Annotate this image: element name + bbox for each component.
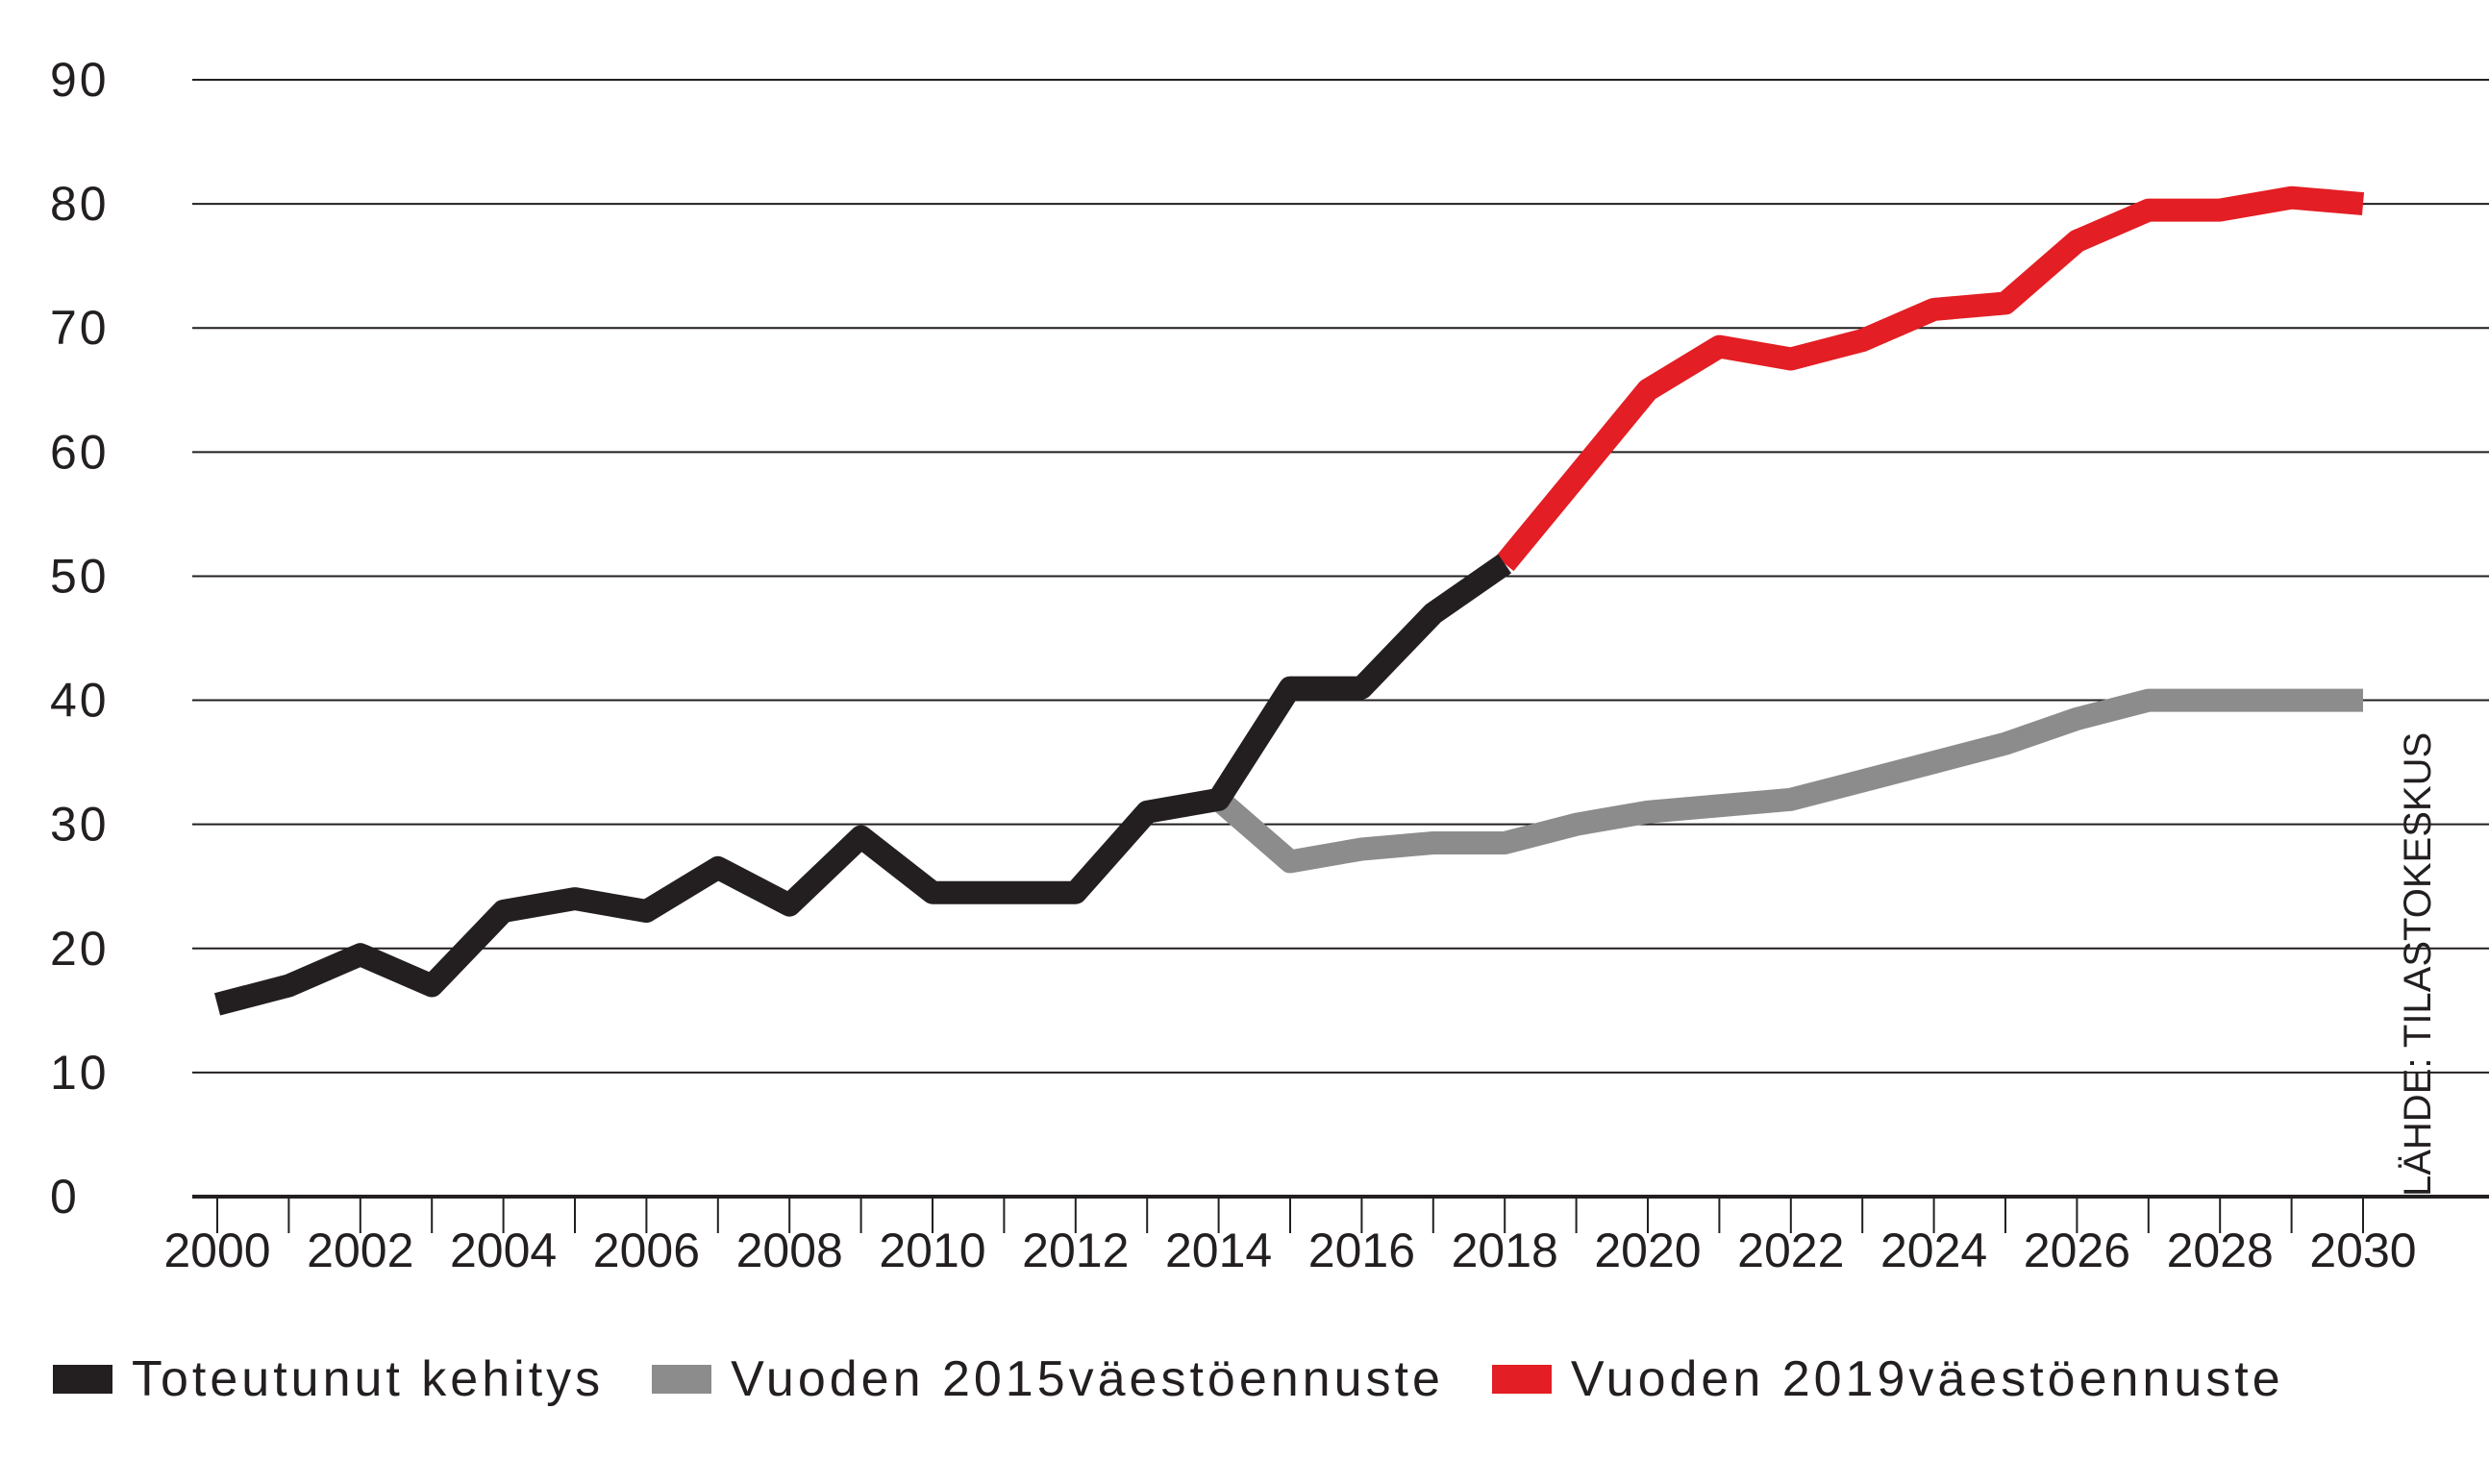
x-axis: 2000 2002 2004 2006 2008 2010 2012 2014 2016 2018… (163, 1195, 2489, 1277)
x-tick-label: 2004 (450, 1224, 557, 1277)
x-tick-label: 2022 (1737, 1224, 1844, 1277)
x-tick-label: 2030 (2309, 1224, 2416, 1277)
x-tick-label: 2018 (1452, 1224, 1558, 1277)
x-tick-label: 2024 (1880, 1224, 1987, 1277)
series-line-0 (213, 554, 1512, 1016)
legend-label-forecast-2019: Vuoden 2019väestöennuste (1570, 1351, 2284, 1407)
y-tick-label: 60 (50, 425, 110, 479)
legend-item-forecast-2019: Vuoden 2019väestöennuste (1491, 1350, 2284, 1408)
legend-item-actual: Toteutunut kehitys (53, 1350, 604, 1408)
y-tick-label: 70 (50, 301, 110, 355)
legend-swatch-forecast-2019 (1491, 1365, 1552, 1394)
x-tick-label: 2016 (1308, 1224, 1415, 1277)
series-lines (213, 186, 2365, 1016)
legend-swatch-actual (53, 1365, 112, 1394)
y-tick-label: 10 (50, 1046, 110, 1100)
legend-item-forecast-2015: Vuoden 2015väestöennuste (652, 1350, 1444, 1408)
source-note: LÄHDE: TILASTOKESKUS (2397, 732, 2439, 1197)
y-tick-label: 0 (50, 1170, 80, 1224)
x-tick-label: 2012 (1022, 1224, 1129, 1277)
x-tick-label: 2010 (879, 1224, 985, 1277)
legend-label-forecast-2015: Vuoden 2015väestöennuste (731, 1351, 1444, 1407)
y-tick-label: 90 (50, 53, 110, 107)
x-tick-label: 2006 (593, 1224, 700, 1277)
series-line-2 (1495, 186, 2365, 572)
x-tick-label: 2014 (1165, 1224, 1272, 1277)
series-line-1 (1210, 688, 2363, 874)
legend: Toteutunut kehitys Vuoden 2015väestöennu… (53, 1350, 2332, 1408)
x-tick-label: 2026 (2024, 1224, 2130, 1277)
y-tick-label: 20 (50, 922, 110, 976)
legend-label-actual: Toteutunut kehitys (132, 1351, 605, 1407)
y-tick-label: 30 (50, 798, 110, 852)
y-tick-label: 50 (50, 549, 110, 603)
x-tick-label: 2028 (2167, 1224, 2274, 1277)
gridlines (192, 79, 2489, 1074)
x-tick-label: 2002 (307, 1224, 413, 1277)
legend-swatch-forecast-2015 (652, 1365, 712, 1394)
y-tick-label: 40 (50, 674, 110, 728)
x-tick-label: 2020 (1594, 1224, 1701, 1277)
x-tick-label: 2008 (736, 1224, 843, 1277)
x-tick-label: 2000 (163, 1224, 270, 1277)
y-axis-ticks: 0 10 20 30 40 50 60 70 80 90 (50, 53, 110, 1224)
y-tick-label: 80 (50, 177, 110, 231)
